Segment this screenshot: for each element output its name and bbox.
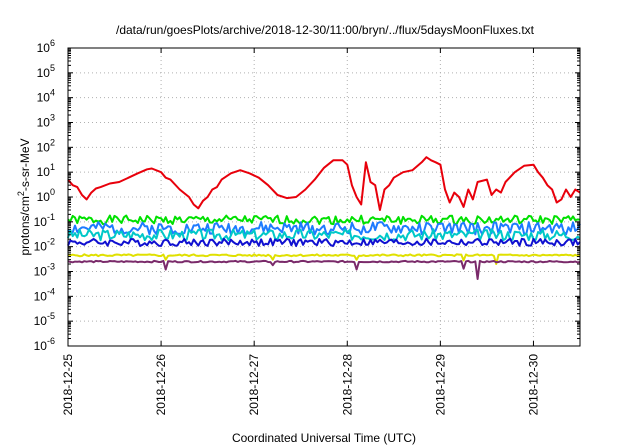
x-axis-label: Coordinated Universal Time (UTC) [232,431,416,445]
chart-title: /data/run/goesPlots/archive/2018-12-30/1… [116,23,535,37]
x-tick-label: 2018-12-27 [247,354,261,416]
series-line-1 [67,156,581,211]
y-tick-label: 106 [37,38,55,55]
x-tick-label: 2018-12-26 [154,354,168,416]
x-tick-label: 2018-12-28 [340,354,354,416]
y-tick-label: 105 [37,63,55,80]
y-tick-label: 10-5 [34,311,55,328]
x-tick-label: 2018-12-30 [526,354,540,416]
y-tick-label: 10-4 [34,286,55,303]
y-tick-label: 101 [37,162,55,179]
y-axis-ticks: 10-6 10-5 10-4 10-3 10-2 10-1 100 101 102 103 104 1… [34,38,580,353]
series-line-7 [67,259,581,280]
grid [68,48,580,346]
y-tick-label: 10-3 [34,262,55,279]
y-tick-label: 102 [37,137,55,154]
y-tick-label: 104 [37,88,55,105]
x-axis-ticks: 2018-12-25 2018-12-26 2018-12-27 2018-12-28… [61,48,540,415]
y-tick-label: 100 [37,187,55,204]
y-axis-label: protons/cm2-s-sr-MeV [16,138,32,255]
y-tick-label: 103 [37,113,55,130]
series-line-6 [67,253,581,265]
y-tick-label: 10-6 [34,336,55,353]
series-line-2 [67,214,581,226]
series-line-3 [67,221,581,236]
y-tick-label: 10-2 [34,237,55,254]
series-line-4 [67,228,581,242]
series-group [67,156,581,280]
y-tick-label: 10-1 [34,212,55,229]
x-tick-label: 2018-12-29 [433,354,447,416]
series-line-5 [67,237,581,247]
x-tick-label: 2018-12-25 [61,354,75,416]
